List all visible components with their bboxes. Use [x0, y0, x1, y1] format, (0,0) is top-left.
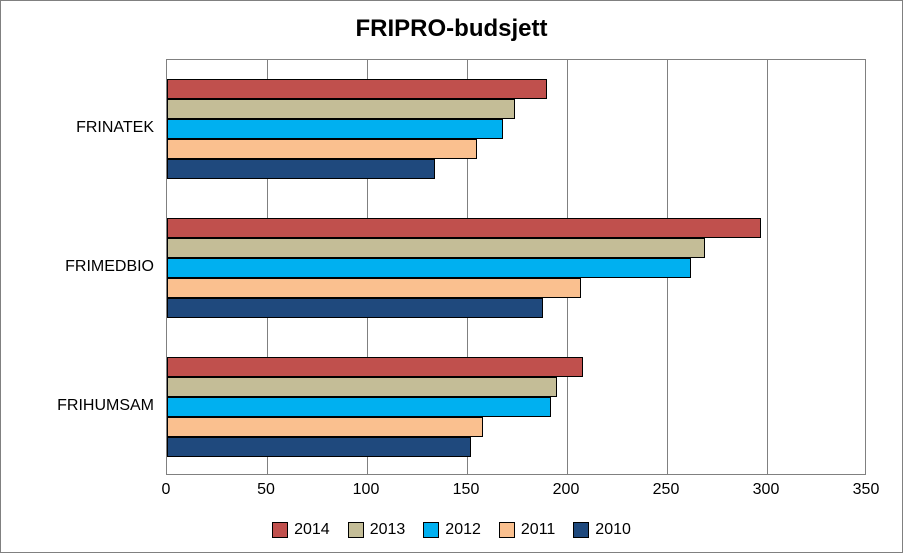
gridline: [767, 60, 768, 474]
legend-item: 2013: [348, 521, 406, 539]
x-tick-label: 200: [553, 481, 580, 499]
bar: [167, 119, 503, 139]
bar: [167, 139, 477, 159]
legend-item: 2010: [573, 521, 631, 539]
x-tick-label: 100: [353, 481, 380, 499]
legend-label: 2011: [521, 521, 555, 539]
bar: [167, 278, 581, 298]
chart-title: FRIPRO-budsjett: [1, 15, 902, 43]
bar: [167, 218, 761, 238]
x-tick-label: 50: [257, 481, 275, 499]
bar: [167, 79, 547, 99]
legend-swatch: [499, 522, 515, 538]
x-tick-label: 250: [653, 481, 680, 499]
legend-swatch: [423, 522, 439, 538]
bar: [167, 357, 583, 377]
bar: [167, 417, 483, 437]
bar: [167, 159, 435, 179]
legend-item: 2014: [272, 521, 330, 539]
bar: [167, 258, 691, 278]
legend-swatch: [573, 522, 589, 538]
legend-item: 2012: [423, 521, 481, 539]
legend-label: 2013: [370, 521, 406, 539]
bar: [167, 397, 551, 417]
x-tick-label: 0: [162, 481, 171, 499]
category-label: FRINATEK: [76, 119, 154, 137]
legend-label: 2010: [595, 521, 631, 539]
x-tick-label: 300: [753, 481, 780, 499]
category-label: FRIHUMSAM: [57, 397, 154, 415]
category-label: FRIMEDBIO: [65, 258, 154, 276]
bar: [167, 377, 557, 397]
x-tick-label: 350: [853, 481, 880, 499]
legend-item: 2011: [499, 521, 555, 539]
x-tick-label: 150: [453, 481, 480, 499]
legend-swatch: [272, 522, 288, 538]
chart-container: FRIPRO-budsjett 2014 2013 2012 2011 2010 0 50…: [0, 0, 903, 553]
legend-label: 2014: [294, 521, 330, 539]
legend-label: 2012: [445, 521, 481, 539]
bar: [167, 99, 515, 119]
bar: [167, 437, 471, 457]
bar: [167, 298, 543, 318]
plot-area: [166, 59, 866, 475]
bar: [167, 238, 705, 258]
legend: 2014 2013 2012 2011 2010: [1, 521, 902, 539]
legend-swatch: [348, 522, 364, 538]
